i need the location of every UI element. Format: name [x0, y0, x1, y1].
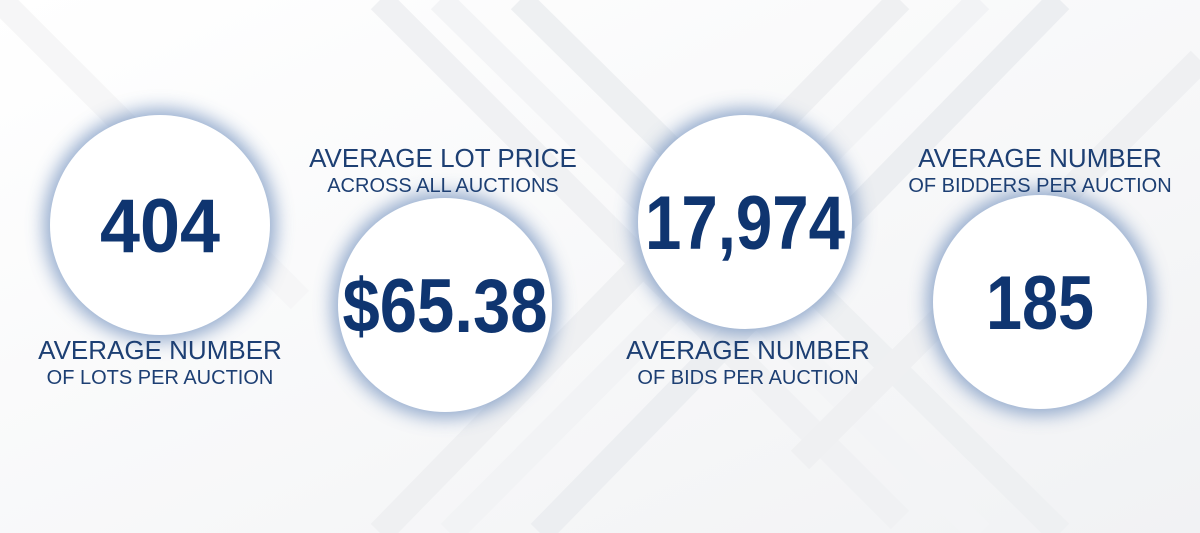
- stat-label: OF BIDDERS PER AUCTION: [908, 175, 1171, 197]
- stat-label: OF BIDS PER AUCTION: [637, 367, 858, 389]
- circle: [338, 198, 552, 412]
- stat-label: ACROSS ALL AUCTIONS: [327, 175, 559, 197]
- stat-value: 185: [986, 261, 1094, 346]
- circle: [933, 195, 1147, 409]
- circle: [50, 115, 270, 335]
- stat-label: OF LOTS PER AUCTION: [47, 367, 274, 389]
- stat-label: AVERAGE NUMBER: [38, 335, 282, 365]
- stat-label: AVERAGE NUMBER: [918, 143, 1162, 173]
- stat-label: AVERAGE LOT PRICE: [309, 143, 577, 173]
- circle: [638, 115, 852, 329]
- stat-value: 17,974: [645, 181, 845, 266]
- stat-label: AVERAGE NUMBER: [626, 335, 870, 365]
- stat-value: $65.38: [343, 264, 548, 349]
- stat-value: 404: [100, 184, 220, 269]
